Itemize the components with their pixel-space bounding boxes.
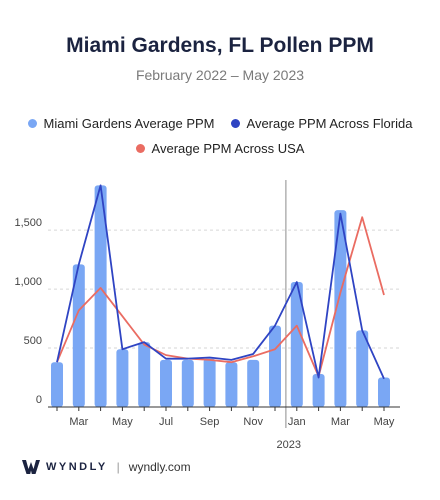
bar-apr-2022: [94, 185, 107, 407]
legend-item-florida: Average PPM Across Florida: [230, 115, 413, 131]
chart-title: Miami Gardens, FL Pollen PPM: [66, 34, 374, 57]
x-tick-label: Mar: [69, 416, 88, 428]
x-tick-label: May: [374, 416, 395, 428]
x-tick-label: Jul: [159, 416, 173, 428]
wyndly-logo-icon: [22, 460, 40, 474]
line-average-ppm-across-florida: [56, 184, 385, 380]
chart-legend: Miami Gardens Average PPM Average PPM Ac…: [0, 113, 440, 158]
bar-oct-2022: [225, 362, 238, 407]
legend-swatch-florida: [230, 118, 240, 128]
site-link[interactable]: wyndly.com: [128, 460, 191, 474]
x-tick-label: May: [112, 416, 133, 428]
bar-feb-2022: [51, 362, 63, 407]
legend-row-2: Average PPM Across USA: [0, 138, 440, 158]
bar-jul-2022: [160, 359, 172, 407]
legend-swatch-miami: [27, 118, 37, 128]
legend-label-florida: Average PPM Across Florida: [246, 115, 413, 131]
footer: WYNDLY | wyndly.com: [22, 460, 191, 474]
line-average-ppm-across-usa: [56, 216, 385, 378]
legend-label-usa: Average PPM Across USA: [151, 140, 305, 156]
legend-item-miami: Miami Gardens Average PPM: [27, 115, 215, 131]
bar-dec-2022: [269, 325, 281, 407]
bar-jun-2022: [138, 342, 151, 407]
x-tick-label: Mar: [331, 416, 350, 428]
year-label: 2023: [277, 439, 301, 451]
x-tick-label: Nov: [243, 416, 263, 428]
bar-nov-2022: [247, 359, 260, 407]
bar-mar-2022: [72, 264, 85, 407]
chart-subtitle: February 2022 – May 2023: [135, 67, 305, 83]
y-tick-label: 0: [36, 394, 42, 406]
bar-aug-2022: [181, 359, 194, 407]
bar-jan-2023: [290, 282, 303, 407]
y-tick-label: 1,500: [14, 217, 42, 229]
bar-feb-2023: [312, 373, 325, 407]
y-tick-label: 1,000: [14, 276, 42, 288]
x-tick-label: Sep: [200, 416, 220, 428]
bar-may-2023: [378, 377, 390, 407]
legend-swatch-usa: [135, 143, 145, 153]
bar-mar-2023: [334, 210, 347, 407]
bar-sep-2022: [203, 358, 216, 407]
brand-name: WYNDLY: [46, 461, 108, 473]
bar-apr-2023: [356, 330, 369, 407]
legend-item-usa: Average PPM Across USA: [135, 140, 305, 156]
x-tick-label: Jan: [288, 416, 306, 428]
legend-label-miami: Miami Gardens Average PPM: [43, 115, 215, 131]
y-tick-label: 500: [24, 335, 42, 347]
bar-may-2022: [116, 349, 129, 407]
footer-separator: |: [116, 460, 120, 474]
legend-row-1: Miami Gardens Average PPM Average PPM Ac…: [0, 113, 440, 133]
